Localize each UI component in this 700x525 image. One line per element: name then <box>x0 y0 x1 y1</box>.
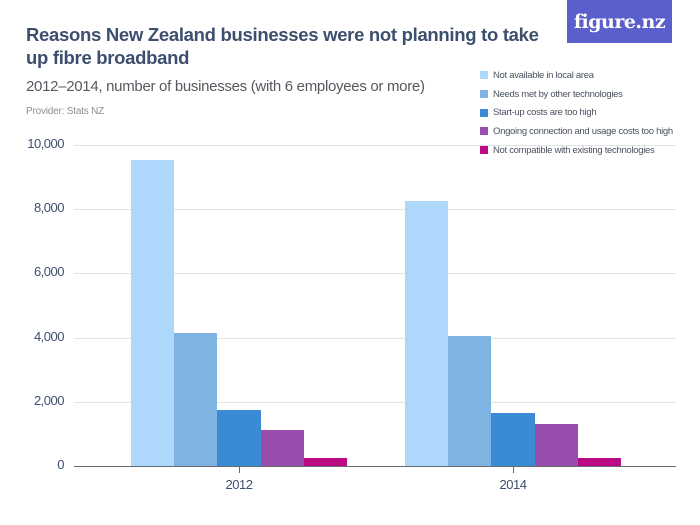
bar-2014-series-5[interactable] <box>577 457 621 466</box>
bar-2014-series-3[interactable] <box>491 413 535 466</box>
y-tick-label: 10,000 <box>27 136 64 151</box>
gridline <box>74 273 676 275</box>
bar-2014-series-4[interactable] <box>534 424 578 466</box>
y-tick-label: 2,000 <box>33 392 65 408</box>
legend: Not available in local area Needs met by … <box>480 66 673 159</box>
gridline <box>74 145 676 146</box>
bar-2012-series-1[interactable] <box>131 160 175 466</box>
x-axis-line <box>74 466 676 467</box>
gridline <box>74 337 676 339</box>
chart-title: Reasons New Zealand businesses were not … <box>26 24 539 68</box>
bar-2014-series-2[interactable] <box>448 336 492 466</box>
y-tick-label: 8,000 <box>33 200 65 216</box>
legend-label: Needs met by other technologies <box>493 88 623 100</box>
x-tick-mark <box>513 466 514 473</box>
gridline <box>74 209 676 211</box>
figure-nz-logo[interactable]: figure.nz <box>567 0 672 43</box>
y-tick-label: 6,000 <box>33 264 65 280</box>
legend-label: Start-up costs are too high <box>493 107 597 119</box>
bar-2012-series-4[interactable] <box>260 430 304 466</box>
legend-label: Ongoing connection and usage costs too h… <box>493 125 673 137</box>
chart-subtitle: 2012–2014, number of businesses (with 6 … <box>26 78 425 95</box>
legend-swatch-icon <box>480 108 488 117</box>
bar-2012-series-5[interactable] <box>303 457 347 466</box>
legend-swatch-icon <box>480 146 488 155</box>
legend-item[interactable]: Ongoing connection and usage costs too h… <box>480 122 673 141</box>
bar-2014-series-1[interactable] <box>405 200 449 466</box>
bar-2012-series-3[interactable] <box>217 409 261 466</box>
legend-item[interactable]: Not available in local area <box>480 66 673 85</box>
provider-note: Provider: Stats NZ <box>26 106 105 117</box>
legend-label: Not compatible with existing technologie… <box>493 144 655 156</box>
legend-item[interactable]: Needs met by other technologies <box>480 85 673 104</box>
legend-swatch-icon <box>480 127 488 136</box>
y-tick-label: 4,000 <box>33 328 65 344</box>
legend-label: Not available in local area <box>493 69 594 81</box>
y-tick-label: 0 <box>57 457 64 472</box>
legend-item[interactable]: Start-up costs are too high <box>480 103 673 122</box>
legend-swatch-icon <box>480 71 488 80</box>
bar-2012-series-2[interactable] <box>174 333 218 466</box>
legend-item[interactable]: Not compatible with existing technologie… <box>480 141 673 160</box>
x-tick-mark <box>239 466 240 473</box>
gridline <box>74 401 676 403</box>
x-tick-label: 2012 <box>225 477 253 492</box>
x-tick-label: 2014 <box>499 477 527 492</box>
legend-swatch-icon <box>480 90 488 99</box>
